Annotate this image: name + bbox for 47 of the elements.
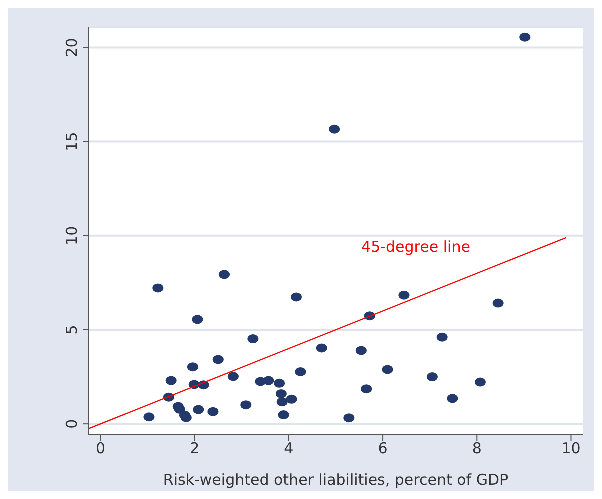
point	[187, 362, 198, 372]
point	[286, 394, 298, 404]
y-tick-label: 10	[63, 226, 81, 246]
point	[520, 32, 531, 42]
point	[152, 284, 164, 293]
point	[436, 332, 448, 342]
point	[218, 270, 230, 280]
point	[192, 315, 204, 324]
y-tick-label: 15	[63, 132, 81, 152]
point	[316, 344, 328, 353]
point	[474, 378, 486, 387]
point	[426, 372, 438, 382]
x-tick-label: 0	[96, 440, 106, 458]
x-tick-label: 10	[562, 440, 581, 458]
point	[276, 398, 288, 407]
point	[278, 410, 290, 420]
y-tick-label: 5	[63, 325, 81, 335]
x-axis-title: Risk-weighted other liabilities, percent of GDP	[163, 471, 509, 489]
point	[382, 365, 394, 374]
point	[208, 407, 219, 416]
point	[166, 376, 177, 386]
point	[263, 376, 274, 386]
point	[398, 290, 410, 300]
point	[276, 389, 287, 398]
point	[329, 124, 340, 134]
point	[295, 367, 306, 376]
point	[361, 384, 372, 394]
point	[274, 378, 286, 388]
point	[248, 334, 259, 344]
point	[344, 414, 355, 423]
y-tick-label: 20	[63, 38, 81, 58]
x-tick-label: 4	[284, 440, 294, 458]
point	[492, 298, 504, 308]
point	[356, 346, 367, 356]
point	[228, 372, 239, 382]
x-tick-label: 8	[472, 440, 482, 458]
point	[144, 412, 155, 422]
point	[447, 394, 458, 404]
point	[240, 400, 252, 410]
x-tick-label: 2	[190, 440, 200, 458]
point	[193, 405, 204, 414]
point	[180, 413, 192, 422]
x-tick-label: 6	[378, 440, 388, 458]
series-label: 45-degree line	[362, 238, 470, 256]
point	[212, 355, 224, 364]
point	[290, 292, 302, 302]
y-tick-label: 0	[63, 419, 81, 429]
